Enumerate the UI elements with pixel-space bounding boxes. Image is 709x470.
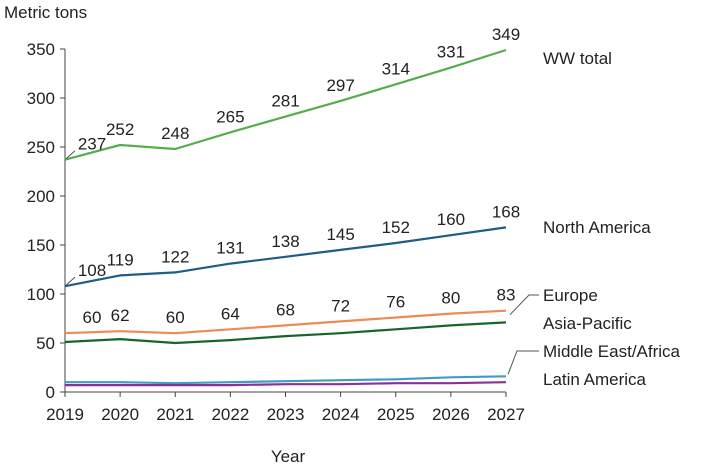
leader-line bbox=[65, 276, 76, 286]
data-label: 152 bbox=[382, 218, 410, 237]
series-line-middle-east-africa bbox=[65, 375, 507, 385]
x-tick-label: 2024 bbox=[322, 405, 360, 424]
y-tick-label: 50 bbox=[36, 334, 55, 353]
data-label: 248 bbox=[161, 124, 189, 143]
x-tick-label: 2022 bbox=[211, 405, 249, 424]
data-label: 168 bbox=[492, 202, 520, 221]
data-label: 297 bbox=[326, 76, 354, 95]
series-line-ww-total bbox=[64, 48, 507, 161]
data-label: 131 bbox=[216, 239, 244, 258]
y-tick-label: 250 bbox=[27, 138, 55, 157]
y-tick-label: 200 bbox=[27, 187, 55, 206]
series-line-europe bbox=[64, 309, 507, 335]
data-label: 62 bbox=[111, 306, 130, 325]
legend-label: Middle East/Africa bbox=[543, 342, 681, 361]
data-label: 64 bbox=[221, 304, 240, 323]
data-label: 119 bbox=[107, 250, 134, 269]
data-label: 60 bbox=[166, 308, 185, 327]
legend-label: WW total bbox=[543, 49, 612, 68]
x-tick-label: 2026 bbox=[432, 405, 470, 424]
data-label: 72 bbox=[331, 296, 350, 315]
legend-label: Asia-Pacific bbox=[543, 314, 632, 333]
leader-line bbox=[65, 150, 76, 160]
x-tick-label: 2027 bbox=[487, 405, 525, 424]
data-label: 160 bbox=[437, 210, 465, 229]
y-tick-label: 350 bbox=[27, 40, 55, 59]
data-label: 80 bbox=[441, 289, 460, 308]
y-axis: 0 50 100 150 200 250 300 350 bbox=[27, 40, 66, 402]
x-tick-label: 2019 bbox=[46, 405, 84, 424]
legend-label: North America bbox=[543, 218, 651, 237]
series-line-asia-pacific bbox=[64, 321, 507, 345]
data-label: 331 bbox=[437, 43, 465, 62]
data-label: 122 bbox=[161, 247, 189, 266]
x-tick-label: 2025 bbox=[377, 405, 415, 424]
x-axis-title: Year bbox=[271, 447, 306, 466]
data-label: 108 bbox=[78, 261, 106, 280]
y-tick-label: 0 bbox=[46, 383, 55, 402]
y-tick-label: 300 bbox=[27, 89, 55, 108]
series-line-latin-america bbox=[65, 381, 507, 387]
x-axis: 2019 2020 2021 2022 2023 2024 2025 2026 2027 bbox=[46, 391, 525, 424]
data-label: 68 bbox=[276, 300, 295, 319]
data-label: 349 bbox=[492, 25, 520, 44]
y-tick-label: 100 bbox=[27, 285, 55, 304]
x-tick-label: 2020 bbox=[101, 405, 139, 424]
data-label: 237 bbox=[78, 135, 106, 154]
y-axis-title: Metric tons bbox=[4, 3, 87, 22]
data-label: 76 bbox=[386, 293, 405, 312]
leader-line bbox=[507, 350, 539, 375]
data-label: 314 bbox=[382, 59, 410, 78]
data-label: 138 bbox=[271, 232, 299, 251]
series-line-north-america bbox=[64, 226, 507, 288]
data-label: 145 bbox=[326, 225, 354, 244]
data-label: 281 bbox=[271, 92, 299, 111]
x-tick-label: 2023 bbox=[267, 405, 305, 424]
legend-label: Europe bbox=[543, 286, 598, 305]
legend: WW total North America Europe Asia-Pacific M… bbox=[65, 49, 681, 389]
legend-label: Latin America bbox=[543, 370, 647, 389]
leader-line bbox=[509, 294, 539, 316]
x-tick-label: 2021 bbox=[156, 405, 194, 424]
data-label: 252 bbox=[106, 120, 134, 139]
data-label: 83 bbox=[497, 286, 516, 305]
data-label: 60 bbox=[83, 308, 102, 327]
y-tick-label: 150 bbox=[27, 236, 55, 255]
data-label: 265 bbox=[216, 107, 244, 126]
series-lines bbox=[64, 48, 507, 387]
